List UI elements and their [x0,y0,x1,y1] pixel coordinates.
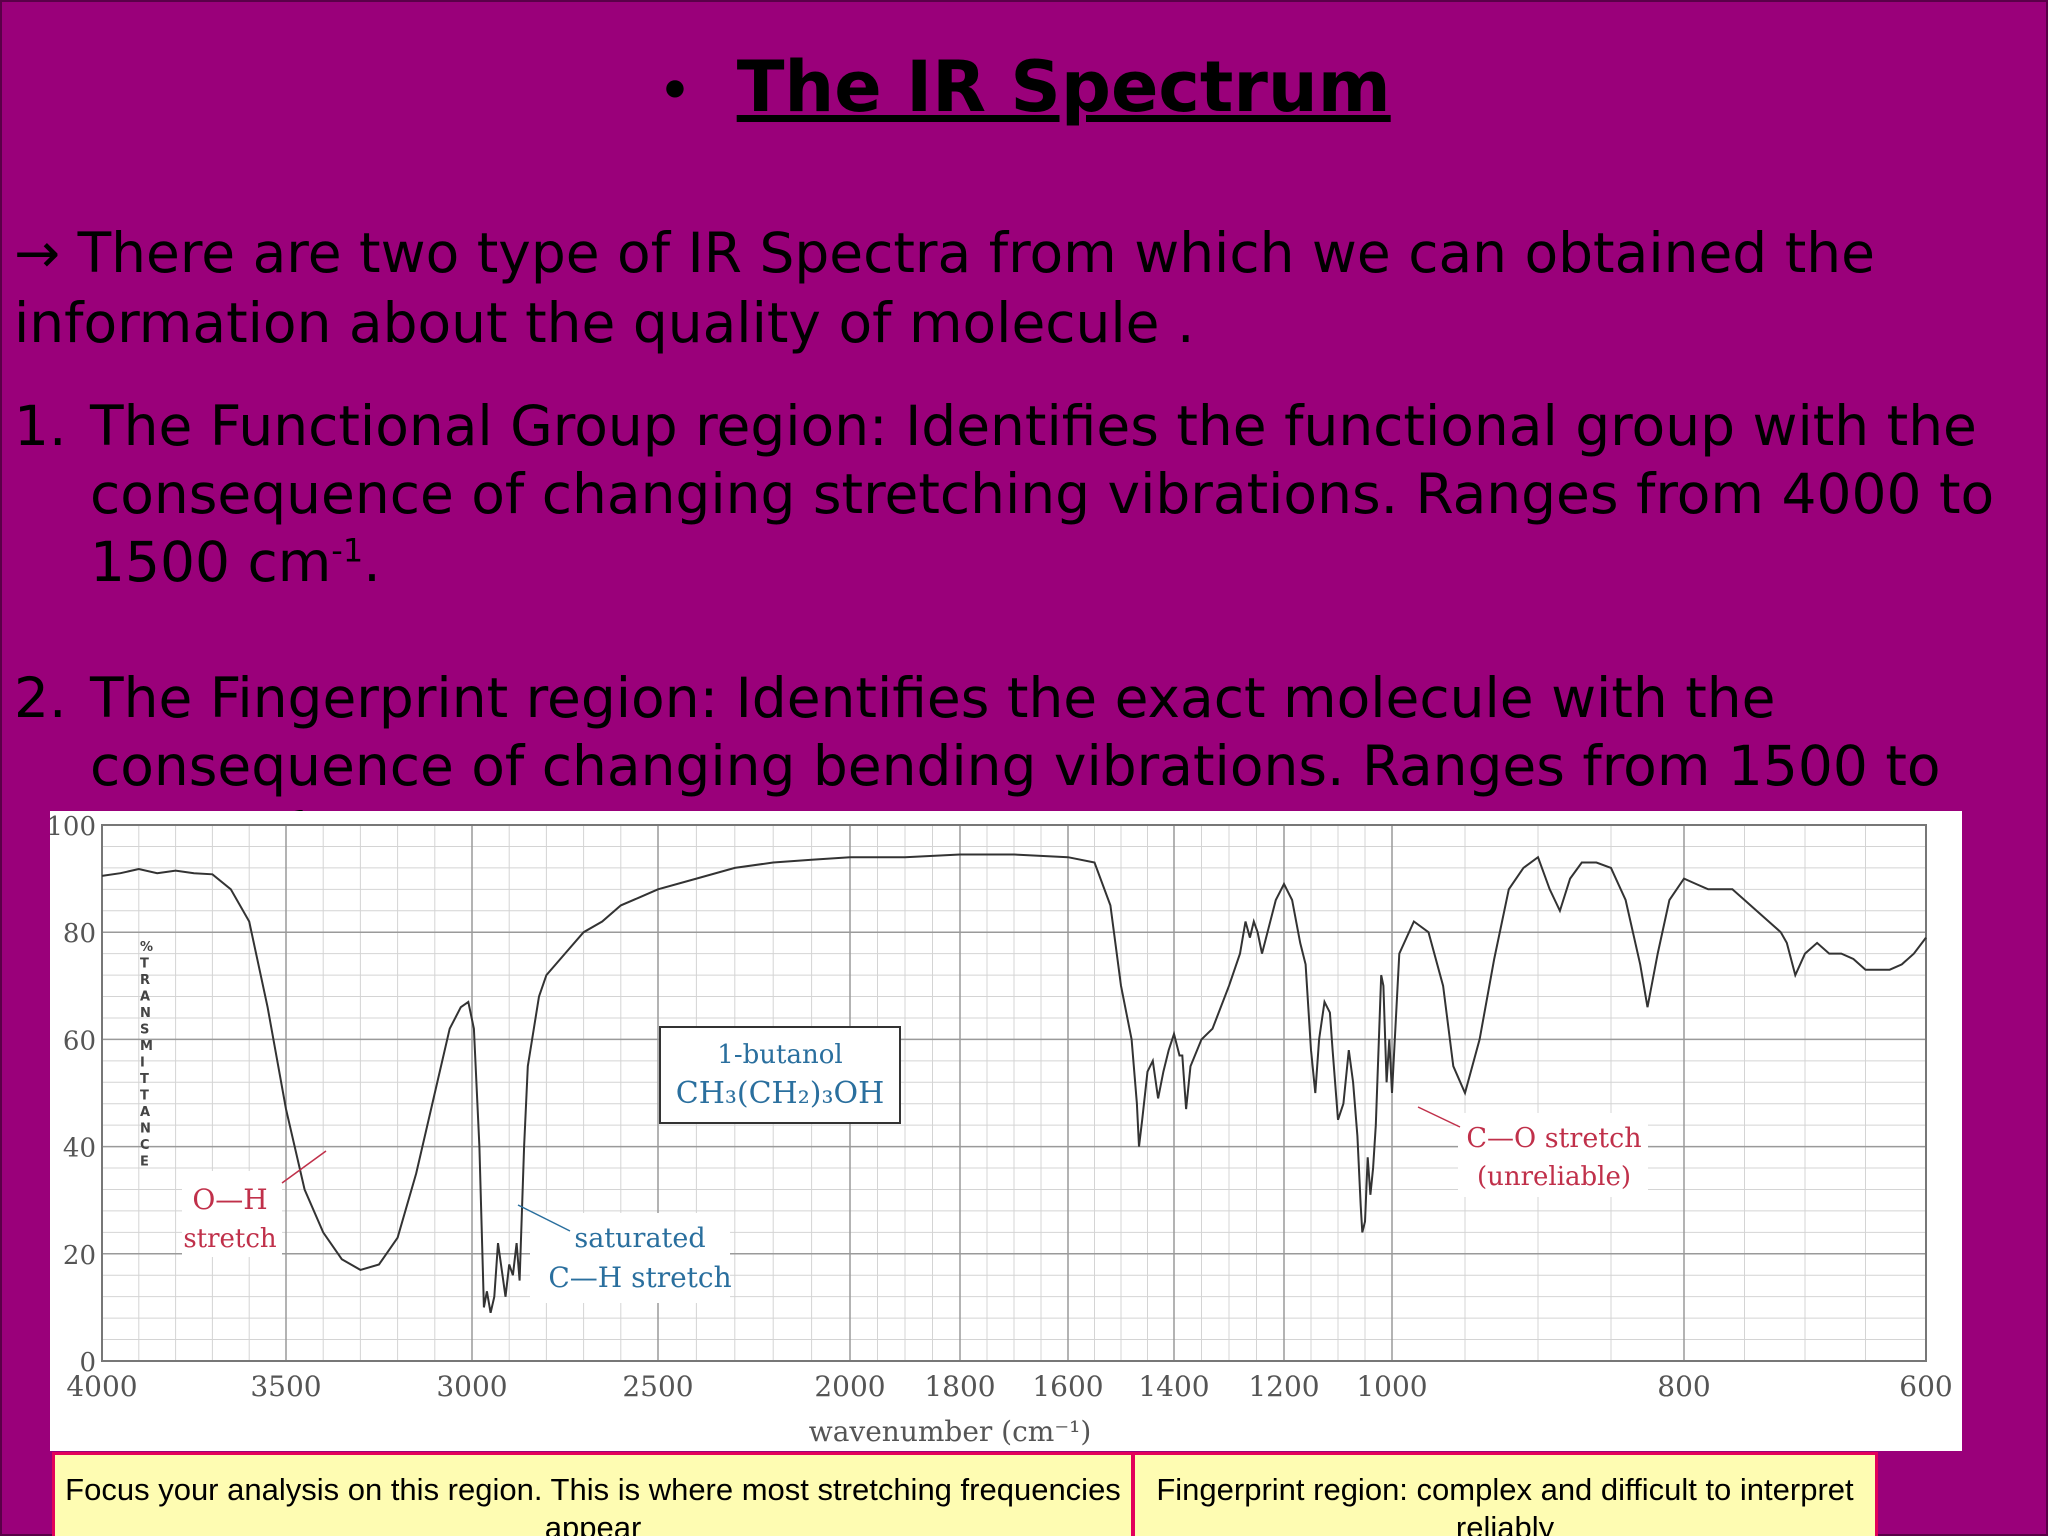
ch-sublabel: C—H stretch [548,1261,731,1294]
spectrum-line [101,853,1927,1314]
oh-sublabel: stretch [183,1224,277,1254]
compound-label-box: 1-butanol CH₃(CH₂)₃OH [659,1026,901,1124]
x-axis-label: wavenumber (cm⁻¹) [809,1415,1092,1448]
title-bullet: • [657,56,693,126]
y-axis-label: % T R A N S M I T T A N C E [140,940,153,1170]
y-tick-label: 60 [63,1026,96,1056]
co-stretch-annotation: C—O stretch (unreliable) [1417,1106,1648,1197]
intro-paragraph: → There are two type of IR Spectra from … [14,218,2014,358]
x-tick-label: 4000 [66,1370,137,1403]
x-tick-label: 3500 [250,1370,321,1403]
co-label: C—O stretch [1466,1123,1641,1154]
intro-text: There are two type of IR Spectra from wh… [14,221,1875,355]
y-tick-label: 20 [63,1241,96,1271]
ir-spectrum-chart: 0 20 40 60 80 100 4000 3500 3000 2500 2000 1800 160… [50,811,1962,1451]
y-tick-label: 40 [63,1134,96,1164]
ch-label: saturated [574,1223,705,1254]
list-item-functional-group: 1. The Functional Group region: Identifi… [14,392,2004,596]
ch-stretch-annotation: saturated C—H stretch [517,1204,732,1303]
compound-name: 1-butanol [717,1040,842,1070]
list-number: 1. [14,394,67,458]
y-tick-label: 100 [50,812,96,842]
title-text: The IR Spectrum [736,46,1391,128]
arrow-icon: → [14,221,61,285]
x-tick-label: 2500 [622,1370,693,1403]
slide-title: • The IR Spectrum [0,46,2048,128]
x-tick-label: 3000 [436,1370,507,1403]
ir-spectrum-svg: 0 20 40 60 80 100 4000 3500 3000 2500 2000 1800 160… [50,812,1953,1448]
x-tick-label: 1600 [1032,1370,1103,1403]
x-tick-label: 1000 [1356,1370,1427,1403]
oh-label: O—H [192,1183,267,1216]
fingerprint-note: Fingerprint region: complex and difficul… [1132,1452,1878,1536]
compound-formula: CH₃(CH₂)₃OH [676,1076,884,1111]
x-tick-label: 2000 [814,1370,885,1403]
list-number: 2. [14,666,67,730]
oh-stretch-annotation: O—H stretch [182,1150,327,1257]
x-tick-label: 1800 [924,1370,995,1403]
x-tick-label: 1200 [1248,1370,1319,1403]
y-tick-label: 80 [63,919,96,949]
list-text: The Functional Group region: Identifies … [90,394,1995,594]
functional-group-note: Focus your analysis on this region. This… [52,1452,1134,1536]
co-sublabel: (unreliable) [1477,1162,1631,1192]
x-tick-label: 800 [1657,1370,1710,1403]
x-tick-label: 600 [1899,1370,1952,1403]
y-tick-label: 0 [79,1348,96,1378]
x-tick-label: 1400 [1138,1370,1209,1403]
